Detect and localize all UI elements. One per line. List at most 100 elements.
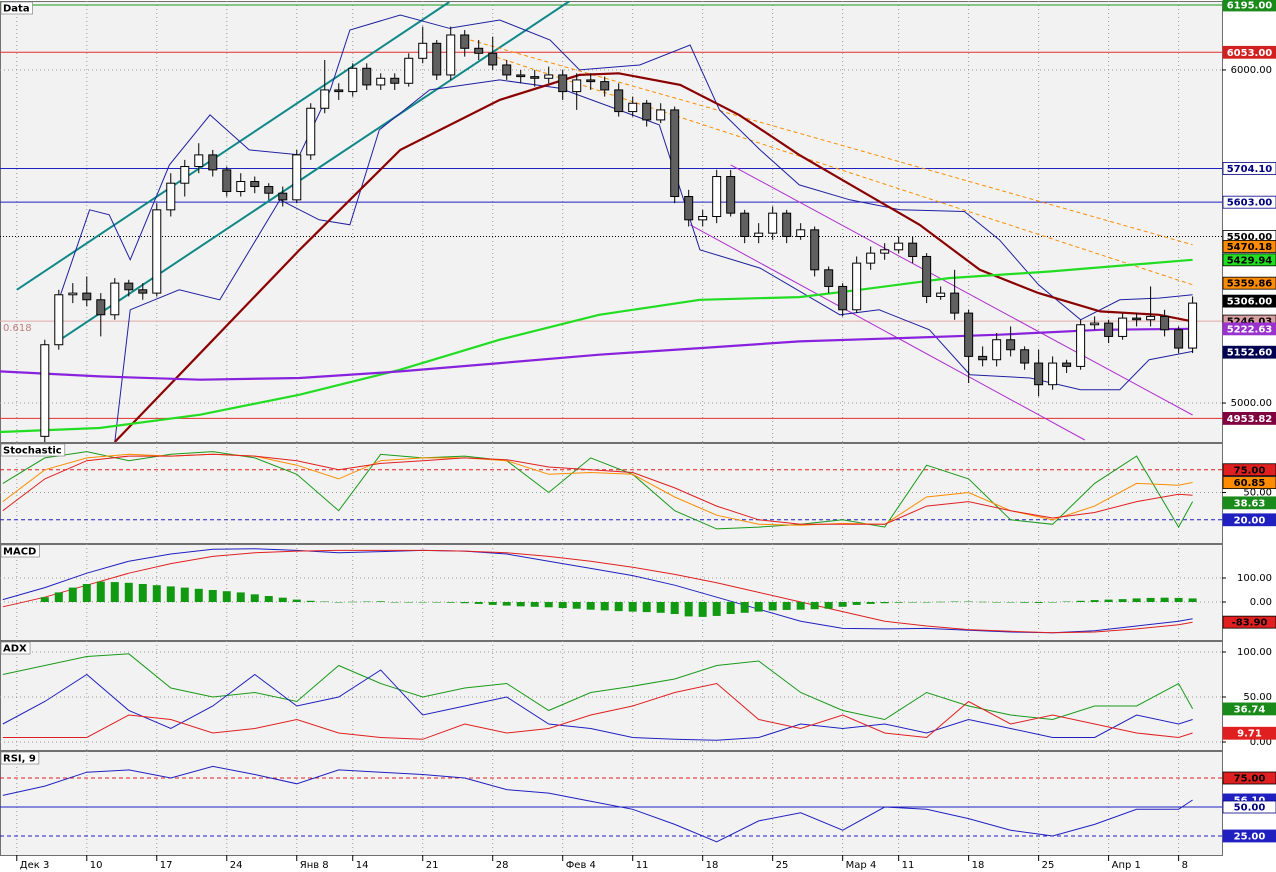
histogram-bar	[978, 601, 987, 603]
histogram-bar	[446, 602, 455, 603]
candle-body	[152, 209, 162, 294]
histogram-bar	[264, 596, 273, 603]
histogram-bar	[530, 602, 539, 607]
histogram-bar	[684, 602, 693, 617]
histogram-bar	[1020, 602, 1029, 603]
x-tick-label: Апр 1	[1112, 860, 1141, 871]
histogram-bar	[824, 602, 833, 609]
candle-body	[544, 74, 554, 79]
indicator-line	[59, 1, 571, 341]
indicator-line	[2, 669, 1193, 741]
y-tick-label: 0.00	[1250, 597, 1272, 608]
candle-body	[936, 292, 946, 297]
candle-body	[236, 181, 246, 193]
candle-body	[278, 192, 288, 201]
panel-title: Stochastic	[3, 446, 62, 457]
candle-body	[516, 74, 526, 78]
price-label: 6053.00	[1227, 48, 1273, 59]
histogram-bar	[1048, 602, 1057, 603]
histogram-bar	[208, 590, 217, 603]
y-tick-label: 5000.00	[1231, 398, 1272, 409]
panel-background	[0, 1, 1223, 443]
histogram-bar	[222, 591, 231, 603]
y-tick-label: 6000.00	[1231, 65, 1272, 76]
candle-body	[1104, 322, 1114, 337]
candle-body	[796, 229, 806, 237]
indicator-line	[470, 39, 1193, 246]
price-label-box	[1222, 240, 1276, 253]
price-label-box	[1222, 253, 1276, 267]
histogram-bar	[1146, 597, 1155, 603]
histogram-bar	[502, 602, 511, 606]
histogram-bar	[964, 601, 973, 603]
histogram-bar	[754, 602, 763, 612]
panel-title-box	[0, 1, 33, 15]
price-label: 50.00	[1234, 803, 1266, 814]
price-label: 5222.63	[1227, 324, 1273, 335]
histogram-bar	[180, 587, 189, 603]
histogram-bar	[1090, 600, 1099, 603]
candle-body	[558, 74, 568, 93]
price-label: -83.90	[1232, 618, 1268, 629]
price-label: 5246.03	[1227, 317, 1273, 328]
candle-body	[824, 269, 834, 287]
histogram-bar	[656, 602, 665, 613]
candle-body	[418, 42, 428, 59]
histogram-bar	[54, 592, 63, 603]
histogram-bar	[782, 602, 791, 610]
price-label: 4953.82	[1227, 414, 1273, 425]
price-label: 5359.86	[1227, 279, 1273, 290]
price-label-box	[1222, 345, 1276, 359]
candle-body	[138, 289, 148, 294]
histogram-bar	[698, 602, 707, 617]
candle-body	[1118, 317, 1128, 337]
histogram-bar	[1160, 597, 1169, 603]
histogram-bar	[586, 602, 595, 610]
histogram-bar	[992, 602, 1001, 603]
price-label-box	[1222, 195, 1276, 209]
price-label: 5470.18	[1227, 242, 1273, 253]
candle-body	[488, 52, 498, 66]
price-label: 60.85	[1234, 478, 1266, 489]
price-label: 5603.00	[1227, 198, 1273, 209]
histogram-bar	[432, 602, 441, 603]
candle-body	[320, 89, 330, 109]
candle-body	[1146, 315, 1156, 321]
candle-body	[306, 107, 316, 156]
indicator-line	[2, 451, 1194, 530]
level-label: 0.618	[3, 323, 32, 334]
panel-title: Data	[3, 4, 30, 15]
candle-body	[880, 249, 890, 254]
histogram-bar	[138, 584, 147, 603]
indicator-line	[0, 327, 1193, 381]
price-label-box	[1222, 162, 1276, 175]
candle-body	[1160, 315, 1170, 331]
price-label: 5429.94	[1227, 255, 1273, 266]
histogram-bar	[376, 601, 385, 603]
candle-body	[1020, 349, 1030, 364]
price-label-box	[1222, 476, 1276, 490]
price-label-box	[1222, 726, 1276, 740]
candle-body	[768, 212, 778, 234]
candle-body	[376, 77, 386, 86]
histogram-bar	[936, 601, 945, 603]
y-tick-label: 0.00	[1250, 737, 1272, 748]
candle-body	[502, 64, 512, 76]
candle-body	[390, 77, 400, 84]
histogram-bar	[124, 582, 133, 603]
candle-body	[82, 292, 92, 301]
candle-body	[1006, 339, 1016, 351]
y-tick-label: 100.00	[1237, 573, 1272, 584]
panel-background	[0, 641, 1223, 751]
indicator-line	[730, 164, 1193, 416]
histogram-bar	[306, 600, 315, 603]
histogram-bar	[362, 601, 371, 603]
candle-body	[572, 79, 582, 93]
candle-body	[530, 76, 540, 79]
price-label: 36.74	[1234, 704, 1266, 715]
histogram-bar	[558, 602, 567, 609]
price-label: 5500.00	[1227, 232, 1273, 243]
indicator-line	[489, 54, 1193, 286]
panel	[0, 443, 1222, 543]
indicator-line	[0, 258, 1193, 434]
